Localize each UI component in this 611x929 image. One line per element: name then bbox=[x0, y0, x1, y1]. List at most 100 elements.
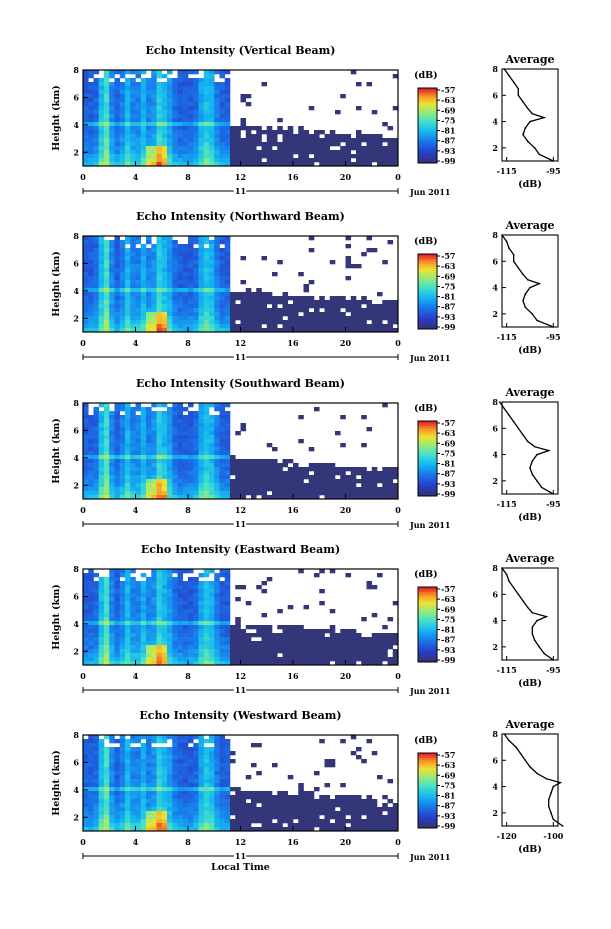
heatmap-cell bbox=[114, 122, 121, 127]
colorbar-band bbox=[418, 264, 437, 267]
heatmap-cell bbox=[319, 142, 325, 147]
heatmap-cell bbox=[314, 463, 320, 468]
heatmap-cell bbox=[345, 162, 352, 167]
heatmap-cell bbox=[146, 491, 152, 496]
heatmap-cell bbox=[114, 312, 121, 317]
heatmap-cell bbox=[335, 491, 341, 496]
heatmap-cell bbox=[261, 256, 268, 261]
heatmap-cell bbox=[198, 491, 205, 496]
heatmap-cell bbox=[335, 150, 341, 155]
heatmap-cell bbox=[298, 415, 304, 420]
heatmap-cell bbox=[361, 146, 367, 151]
heatmap-cell bbox=[214, 110, 220, 115]
heatmap-cell bbox=[167, 783, 173, 788]
heatmap-cell bbox=[130, 589, 136, 594]
colorbar-band bbox=[418, 155, 437, 159]
heatmap-cell bbox=[272, 463, 278, 468]
heatmap-cell bbox=[146, 122, 152, 127]
heatmap-cell bbox=[104, 649, 110, 654]
heatmap-cell bbox=[88, 771, 94, 776]
heatmap-cell bbox=[356, 641, 362, 646]
heatmap-cell bbox=[377, 142, 383, 147]
heatmap-cell bbox=[209, 439, 215, 444]
heatmap-cell bbox=[188, 447, 194, 452]
heatmap-cell bbox=[98, 775, 105, 780]
heatmap-cell bbox=[198, 324, 205, 329]
heatmap-cell bbox=[146, 747, 152, 752]
heatmap-cell bbox=[261, 475, 268, 480]
heatmap-cell bbox=[209, 819, 215, 824]
heatmap-cell bbox=[188, 641, 194, 646]
heatmap-cell bbox=[182, 601, 189, 606]
heatmap-cell bbox=[209, 292, 215, 297]
colorbar-unit: (dB) bbox=[414, 569, 438, 580]
heatmap-cell bbox=[272, 150, 278, 155]
heatmap-cell bbox=[161, 479, 168, 484]
heatmap-cell bbox=[214, 759, 220, 764]
heatmap-cell bbox=[93, 280, 100, 285]
heatmap-cell bbox=[140, 316, 147, 321]
heatmap-cell bbox=[177, 403, 184, 408]
heatmap-cell bbox=[119, 739, 126, 744]
heatmap-cell bbox=[198, 791, 205, 796]
heatmap-cell bbox=[209, 272, 215, 277]
heatmap-cell bbox=[188, 264, 194, 269]
heatmap-cell bbox=[161, 110, 168, 115]
heatmap-cell bbox=[240, 162, 247, 167]
heatmap-cell bbox=[151, 256, 157, 261]
colorbar-tick-label: -99 bbox=[441, 156, 456, 166]
heatmap-cell bbox=[230, 467, 236, 472]
heatmap-cell bbox=[329, 645, 336, 650]
heatmap-cell bbox=[119, 491, 126, 496]
heatmap-cell bbox=[203, 609, 210, 614]
heatmap-cell bbox=[214, 324, 220, 329]
heatmap-cell bbox=[135, 443, 142, 448]
heatmap-cell bbox=[188, 621, 194, 626]
heatmap-cell bbox=[324, 162, 331, 167]
heatmap-cell bbox=[130, 491, 136, 496]
heatmap-cell bbox=[98, 471, 105, 476]
heatmap-cell bbox=[135, 134, 142, 139]
heatmap-cell bbox=[240, 491, 247, 496]
heatmap-cell bbox=[361, 312, 367, 317]
heatmap-cell bbox=[93, 735, 100, 740]
heatmap-cell bbox=[140, 118, 147, 123]
heatmap-cell bbox=[182, 288, 189, 293]
heatmap-cell bbox=[172, 483, 178, 488]
heatmap-cell bbox=[314, 479, 320, 484]
heatmap-cell bbox=[135, 98, 142, 103]
heatmap-cell bbox=[324, 320, 331, 325]
heatmap-cell bbox=[224, 296, 231, 301]
colorbar-band bbox=[418, 647, 437, 650]
heatmap-cell bbox=[345, 256, 352, 261]
heatmap-cell bbox=[98, 252, 105, 257]
heatmap-cell bbox=[146, 597, 152, 602]
heatmap-cells bbox=[83, 403, 399, 500]
heatmap-cell bbox=[119, 308, 126, 313]
heatmap-cell bbox=[224, 439, 231, 444]
heatmap-cell bbox=[287, 483, 294, 488]
heatmap-cell bbox=[114, 653, 121, 658]
heatmap-cell bbox=[193, 633, 199, 638]
heatmap-cell bbox=[251, 142, 257, 147]
heatmap-cell bbox=[88, 783, 94, 788]
heatmap-cell bbox=[151, 629, 157, 634]
heatmap-cell bbox=[104, 451, 110, 456]
x-tick-label: 16 bbox=[287, 172, 299, 182]
heatmap-cell bbox=[224, 491, 231, 496]
heatmap-cell bbox=[219, 98, 226, 103]
heatmap-cell bbox=[167, 827, 173, 832]
heatmap-cell bbox=[114, 475, 121, 480]
heatmap-cell bbox=[177, 74, 184, 79]
heatmap-cell bbox=[104, 633, 110, 638]
heatmap-cell bbox=[235, 316, 241, 321]
heatmap-cell bbox=[230, 811, 236, 816]
heatmap-cell bbox=[350, 471, 357, 476]
heatmap-cell bbox=[130, 621, 136, 626]
heatmap-cell bbox=[98, 459, 105, 464]
colorbar-tick-label: -63 bbox=[441, 594, 456, 604]
heatmap-cell bbox=[177, 807, 184, 812]
heatmap-cell bbox=[88, 569, 94, 574]
heatmap-cell bbox=[335, 479, 341, 484]
heatmap-cell bbox=[214, 657, 220, 662]
